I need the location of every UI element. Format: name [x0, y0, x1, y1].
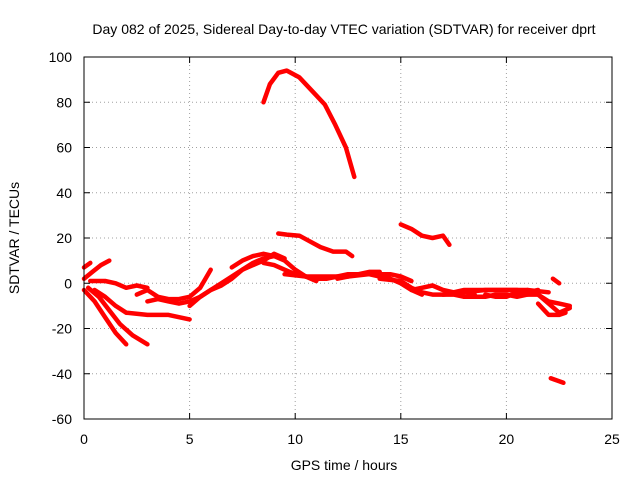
series-arc-23: [535, 301, 568, 318]
x-tick-label: 5: [186, 431, 194, 447]
data-series: [81, 68, 573, 386]
series-arc-25: [550, 276, 562, 286]
grid-lines: [84, 57, 612, 419]
series-arc-17: [377, 276, 477, 300]
y-tick-label: 40: [56, 185, 72, 201]
series-arc-03: [398, 222, 452, 248]
chart-title: Day 082 of 2025, Sidereal Day-to-day VTE…: [92, 21, 595, 37]
x-tick-label: 25: [604, 431, 620, 447]
y-tick-label: 100: [49, 49, 73, 65]
series-arc-01: [261, 68, 357, 180]
x-tick-label: 15: [393, 431, 409, 447]
x-tick-label: 10: [287, 431, 303, 447]
x-tick-label: 20: [499, 431, 515, 447]
series-arc-24: [548, 376, 566, 386]
series-arc-05: [81, 258, 112, 281]
series-arc-22: [525, 287, 573, 315]
x-axis-label: GPS time / hours: [291, 457, 398, 473]
series-arc-09: [88, 278, 150, 291]
series-arc-02: [276, 231, 355, 259]
series-arc-08: [92, 287, 192, 322]
y-tick-label: 0: [64, 275, 72, 291]
y-tick-label: 80: [56, 94, 72, 110]
series-arc-06: [81, 287, 129, 347]
axis-ticks: 0 5 10 15 20 25 -60 -40 -20 0 20 40 60 80 100: [49, 49, 620, 447]
y-tick-label: -60: [52, 411, 72, 427]
series-arc-10: [134, 267, 213, 302]
y-tick-label: 20: [56, 230, 72, 246]
x-tick-label: 0: [80, 431, 88, 447]
y-tick-label: -40: [52, 366, 72, 382]
y-tick-label: -20: [52, 321, 72, 337]
series-arc-21: [483, 290, 573, 309]
y-tick-label: 60: [56, 140, 72, 156]
series-arc-04: [81, 260, 93, 270]
series-arc-07: [85, 285, 150, 347]
y-axis-label: SDTVAR / TECUs: [6, 182, 22, 294]
